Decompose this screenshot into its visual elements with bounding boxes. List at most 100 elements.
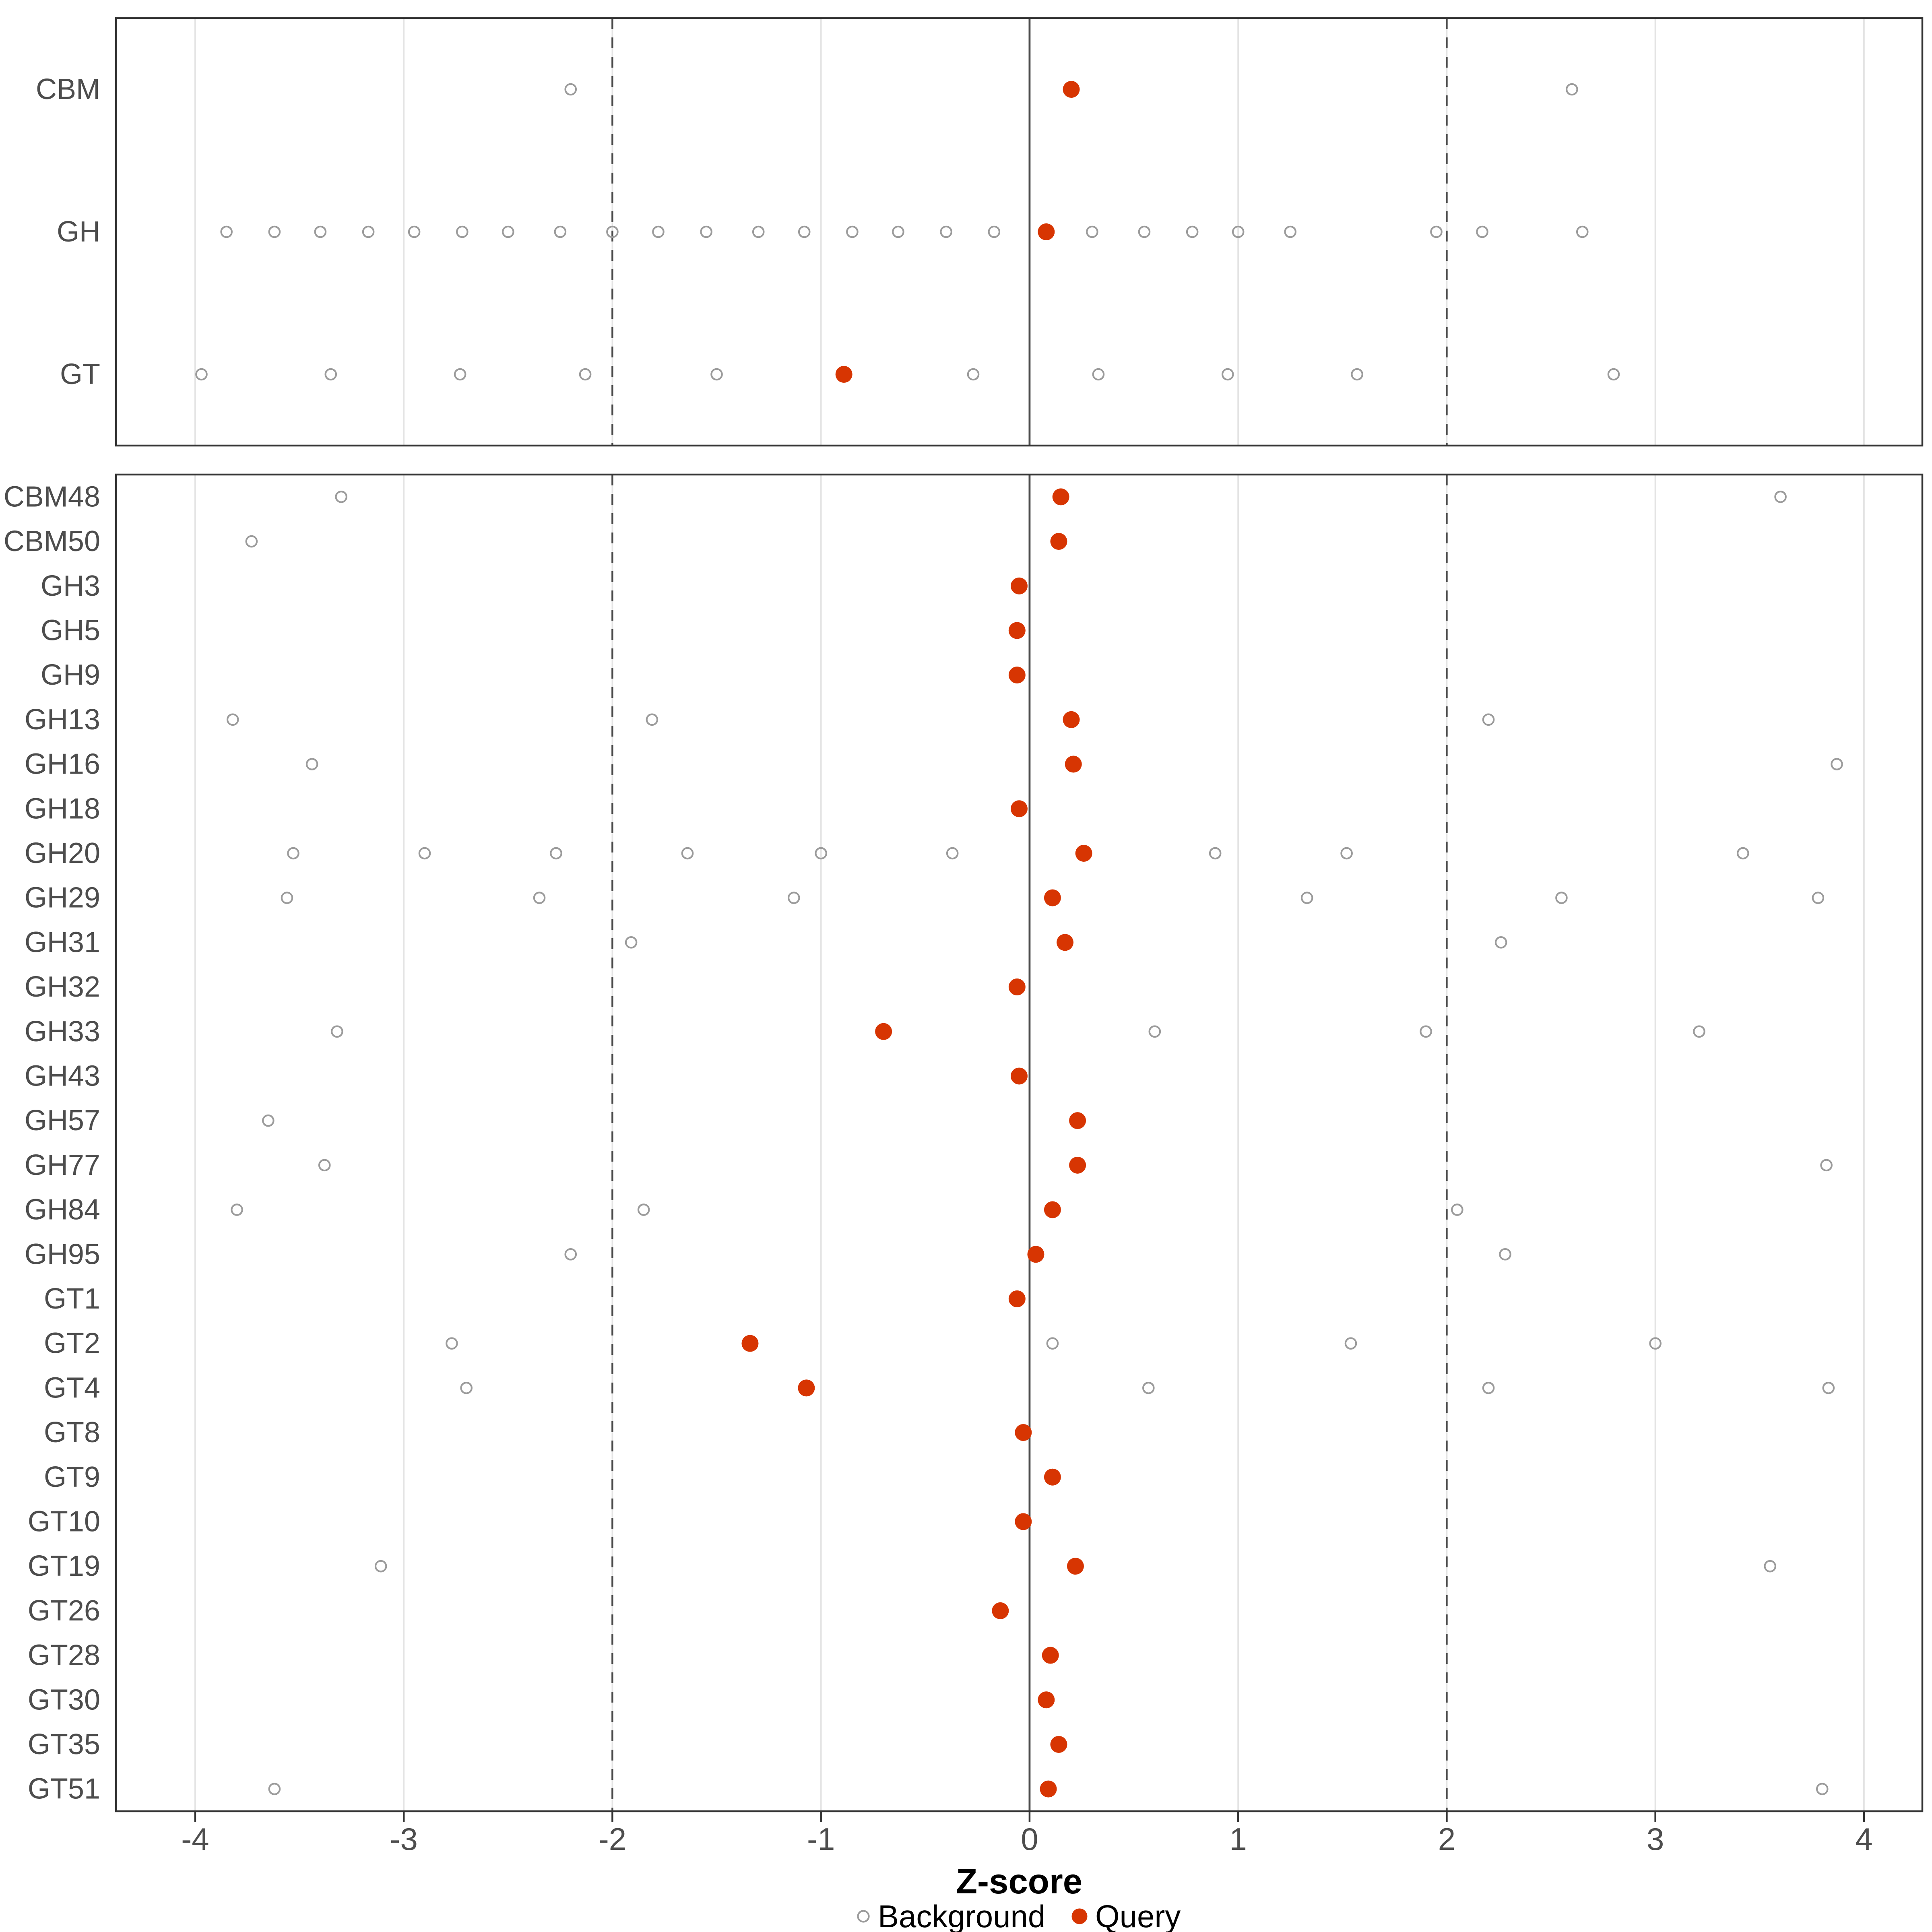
background-point <box>652 225 665 238</box>
y-axis-label: GT <box>60 358 100 390</box>
background-point <box>710 368 723 381</box>
panel-border <box>115 473 1924 1812</box>
background-point <box>1820 1159 1833 1172</box>
y-axis-label: GT19 <box>28 1550 100 1582</box>
background-point <box>1816 1783 1829 1795</box>
background-point <box>305 758 318 770</box>
background-point <box>1822 1382 1835 1394</box>
y-axis-label: CBM <box>36 73 100 105</box>
query-point <box>1027 1246 1044 1263</box>
background-point <box>967 368 980 381</box>
background-point <box>554 225 567 238</box>
background-point <box>1499 1248 1511 1261</box>
query-point <box>1015 1513 1032 1530</box>
background-point <box>1148 1025 1161 1038</box>
y-axis-label: GH29 <box>25 882 100 914</box>
y-axis-label: GH18 <box>25 793 100 825</box>
x-tick-label: 4 <box>1855 1821 1872 1857</box>
background-point <box>846 225 859 238</box>
query-point <box>1065 755 1082 773</box>
background-point <box>314 225 327 238</box>
y-axis-label: GH57 <box>25 1104 100 1137</box>
query-point <box>1069 1156 1086 1174</box>
query-point <box>1008 667 1026 684</box>
background-point <box>892 225 904 238</box>
background-point <box>1209 847 1222 860</box>
background-point <box>564 1248 577 1261</box>
x-axis: -4 -3 -2 -1 0 1 2 3 4 <box>181 1811 1873 1857</box>
background-point <box>1420 1025 1432 1038</box>
background-point <box>1649 1337 1662 1350</box>
query-point <box>1063 711 1080 728</box>
panel-background <box>116 475 1922 1811</box>
background-point <box>946 847 959 860</box>
background-point <box>681 847 694 860</box>
background-point <box>502 225 514 238</box>
background-point <box>1576 225 1589 238</box>
background-point <box>231 1203 243 1216</box>
y-axis-label: GH9 <box>41 659 100 691</box>
query-point <box>1008 978 1026 996</box>
query-point <box>1050 533 1067 550</box>
background-point <box>454 368 466 381</box>
background-point <box>268 225 281 238</box>
background-point <box>1482 713 1495 726</box>
query-point <box>1015 1424 1032 1441</box>
background-point <box>1812 892 1825 904</box>
background-point <box>564 83 577 96</box>
background-point <box>362 225 375 238</box>
background-point <box>1351 368 1363 381</box>
y-axis-label: GH84 <box>25 1194 100 1226</box>
background-point <box>446 1337 458 1350</box>
legend: Background Query <box>857 1899 1181 1932</box>
query-point <box>1008 622 1026 639</box>
background-point <box>815 847 827 860</box>
panel-border <box>115 17 1924 447</box>
background-point <box>1232 225 1245 238</box>
x-tick-label: 2 <box>1438 1821 1455 1857</box>
query-point <box>835 366 852 383</box>
panels-layer: CBM GH GT CBM48 CBM50 GH3 GH5 GH9 GH13 GH16 GH18 GH… <box>4 17 1924 1812</box>
background-point <box>787 892 800 904</box>
background-point <box>1494 936 1507 949</box>
query-point <box>741 1335 759 1352</box>
background-point <box>798 225 811 238</box>
y-axis-label: GH13 <box>25 704 100 736</box>
background-point <box>579 368 592 381</box>
background-point <box>1566 83 1578 96</box>
background-point <box>940 225 952 238</box>
background-point <box>1476 225 1488 238</box>
background-point <box>1186 225 1199 238</box>
query-point <box>1075 844 1092 862</box>
query-point <box>1011 1067 1028 1085</box>
panel-families: CBM48 CBM50 GH3 GH5 GH9 GH13 GH16 GH18 GH20 GH29 G… <box>4 473 1924 1812</box>
background-point <box>408 225 421 238</box>
background-point <box>1764 1560 1776 1573</box>
y-axis-label: GT51 <box>28 1773 100 1805</box>
y-axis-label: GT30 <box>28 1684 100 1716</box>
background-point <box>1607 368 1620 381</box>
query-point <box>875 1023 892 1040</box>
query-point <box>1044 1468 1061 1486</box>
x-tick-label: -4 <box>181 1821 209 1857</box>
background-point <box>1138 225 1151 238</box>
background-point <box>550 847 562 860</box>
query-point <box>1008 1290 1026 1307</box>
background-point <box>1092 368 1105 381</box>
y-axis-label: GT10 <box>28 1505 100 1538</box>
panel-class-summary: CBM GH GT <box>36 17 1924 447</box>
y-axis-label: GT2 <box>44 1327 100 1360</box>
y-axis-label: GH33 <box>25 1016 100 1048</box>
background-point <box>324 368 337 381</box>
background-point <box>1430 225 1443 238</box>
y-axis-label: GH32 <box>25 971 100 1003</box>
y-axis-label: GH20 <box>25 837 100 869</box>
background-point <box>646 713 658 726</box>
y-axis-label: CBM50 <box>4 525 100 557</box>
background-point <box>1284 225 1297 238</box>
y-axis-label: GT8 <box>44 1416 100 1449</box>
background-point <box>1774 491 1787 503</box>
y-axis-label: GT9 <box>44 1461 100 1493</box>
x-axis-title: Z-score <box>956 1862 1082 1901</box>
background-point <box>335 491 348 503</box>
